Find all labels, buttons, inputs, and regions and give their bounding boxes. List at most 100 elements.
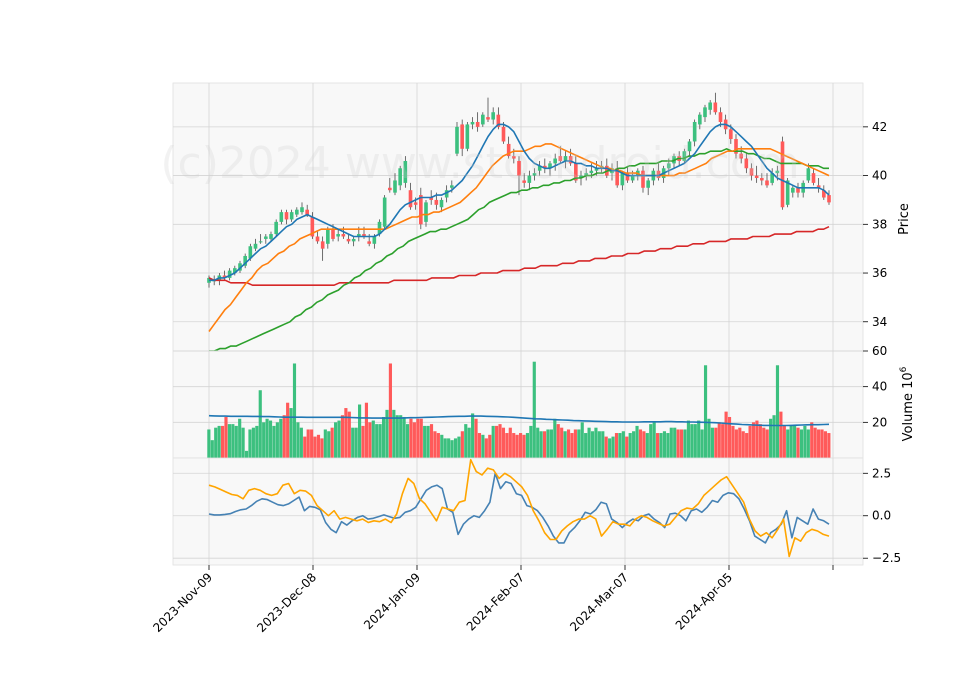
volume-bar bbox=[577, 429, 581, 458]
volume-bar bbox=[731, 425, 735, 458]
candle-body bbox=[656, 170, 661, 179]
volume-bar bbox=[669, 427, 673, 458]
candle-body bbox=[305, 209, 309, 215]
x-tick-label: 2024-Apr-05 bbox=[673, 570, 735, 632]
candle-body bbox=[770, 173, 774, 183]
candle-body bbox=[806, 168, 811, 181]
volume-bar bbox=[262, 422, 266, 458]
volume-bar bbox=[755, 420, 759, 458]
candle-body bbox=[574, 163, 578, 181]
candle-body bbox=[703, 107, 707, 118]
y-tick-label: 40 bbox=[872, 380, 887, 394]
candle-body bbox=[501, 126, 506, 142]
volume-bar bbox=[358, 404, 362, 458]
volume-bar bbox=[590, 431, 595, 458]
volume-bar bbox=[556, 424, 560, 458]
candle-body bbox=[594, 168, 599, 171]
volume-bar bbox=[467, 427, 471, 458]
y-tick-label: 20 bbox=[872, 415, 887, 429]
candle-body bbox=[258, 241, 263, 243]
volume-bar bbox=[782, 425, 786, 458]
volume-bar bbox=[457, 436, 461, 458]
y-tick-label: 36 bbox=[872, 266, 887, 280]
volume-bar bbox=[597, 431, 601, 458]
panel-background bbox=[172, 457, 864, 566]
volume-bar bbox=[519, 433, 523, 458]
volume-bar bbox=[416, 418, 420, 458]
volume-bar bbox=[570, 433, 574, 458]
volume-bar bbox=[652, 422, 656, 458]
candle-body bbox=[377, 221, 382, 235]
volume-bar bbox=[799, 429, 804, 458]
volume-bar bbox=[817, 429, 821, 458]
indicator-panel: 2.5 0.0 −2.5 bbox=[172, 457, 901, 566]
volume-bar bbox=[248, 429, 252, 458]
volume-bar bbox=[810, 422, 814, 458]
candle-body bbox=[486, 117, 490, 120]
volume-bar bbox=[594, 427, 598, 458]
candle-body bbox=[791, 187, 795, 193]
candle-body bbox=[269, 234, 273, 239]
volume-bar bbox=[364, 402, 369, 458]
candle-body bbox=[372, 236, 377, 244]
volume-bar bbox=[423, 425, 427, 458]
candle-body bbox=[708, 102, 712, 110]
volume-bar bbox=[673, 427, 677, 458]
candle-body bbox=[222, 275, 227, 278]
volume-bar bbox=[566, 429, 571, 458]
candle-body bbox=[279, 212, 284, 222]
volume-bar bbox=[700, 429, 704, 458]
candle-body bbox=[496, 114, 501, 127]
volume-bar bbox=[618, 433, 622, 458]
volume-bar bbox=[553, 418, 557, 458]
ma-long-line bbox=[208, 225, 830, 287]
volume-bar bbox=[214, 427, 218, 458]
y-tick-label: −2.5 bbox=[872, 551, 901, 565]
candle-body bbox=[568, 156, 573, 164]
candle-body bbox=[253, 243, 258, 249]
volume-bar bbox=[505, 433, 509, 458]
volume-bar bbox=[714, 427, 718, 458]
panel-background bbox=[172, 82, 864, 352]
candle-body bbox=[331, 229, 335, 239]
candle-body bbox=[687, 141, 692, 152]
volume-bar bbox=[679, 429, 684, 458]
volume-bar bbox=[501, 427, 506, 458]
volume-bar bbox=[536, 427, 540, 458]
candle-body bbox=[238, 263, 242, 271]
volume-bar bbox=[484, 438, 488, 458]
volume-bar bbox=[361, 425, 365, 458]
volume-bar bbox=[584, 433, 588, 458]
x-axis: 2023-Nov-09 2023-Dec-08 2024-Jan-09 2024-Fe… bbox=[150, 565, 834, 635]
candle-body bbox=[248, 246, 253, 259]
candle-body bbox=[450, 185, 454, 188]
volume-bar bbox=[453, 438, 458, 458]
volume-bar bbox=[378, 424, 382, 458]
ma-mid-line bbox=[208, 143, 830, 332]
volume-bar bbox=[340, 415, 345, 458]
volume-bar bbox=[426, 425, 430, 458]
candle-body bbox=[739, 153, 743, 159]
candle-body bbox=[765, 180, 769, 186]
candle-body bbox=[718, 112, 723, 122]
candle-body bbox=[589, 170, 594, 174]
volume-bar bbox=[645, 433, 649, 458]
volume-bar bbox=[635, 425, 639, 458]
candle-body bbox=[625, 173, 630, 181]
volume-bar bbox=[649, 424, 653, 458]
volume-bar bbox=[662, 431, 667, 458]
y-tick-label: 0.0 bbox=[872, 509, 891, 523]
ma-slow-line bbox=[209, 148, 829, 352]
volume-bar bbox=[765, 429, 769, 458]
volume-bar bbox=[697, 420, 701, 458]
candle-body bbox=[300, 207, 304, 213]
candle-body bbox=[563, 156, 568, 161]
volume-bar bbox=[433, 431, 437, 458]
volume-bar bbox=[820, 429, 824, 458]
volume-bar bbox=[351, 427, 355, 458]
volume-panel: 20 40 60 bbox=[172, 344, 887, 459]
volume-bar bbox=[823, 431, 828, 458]
volume-bar bbox=[741, 431, 745, 458]
volume-bar bbox=[508, 427, 512, 458]
